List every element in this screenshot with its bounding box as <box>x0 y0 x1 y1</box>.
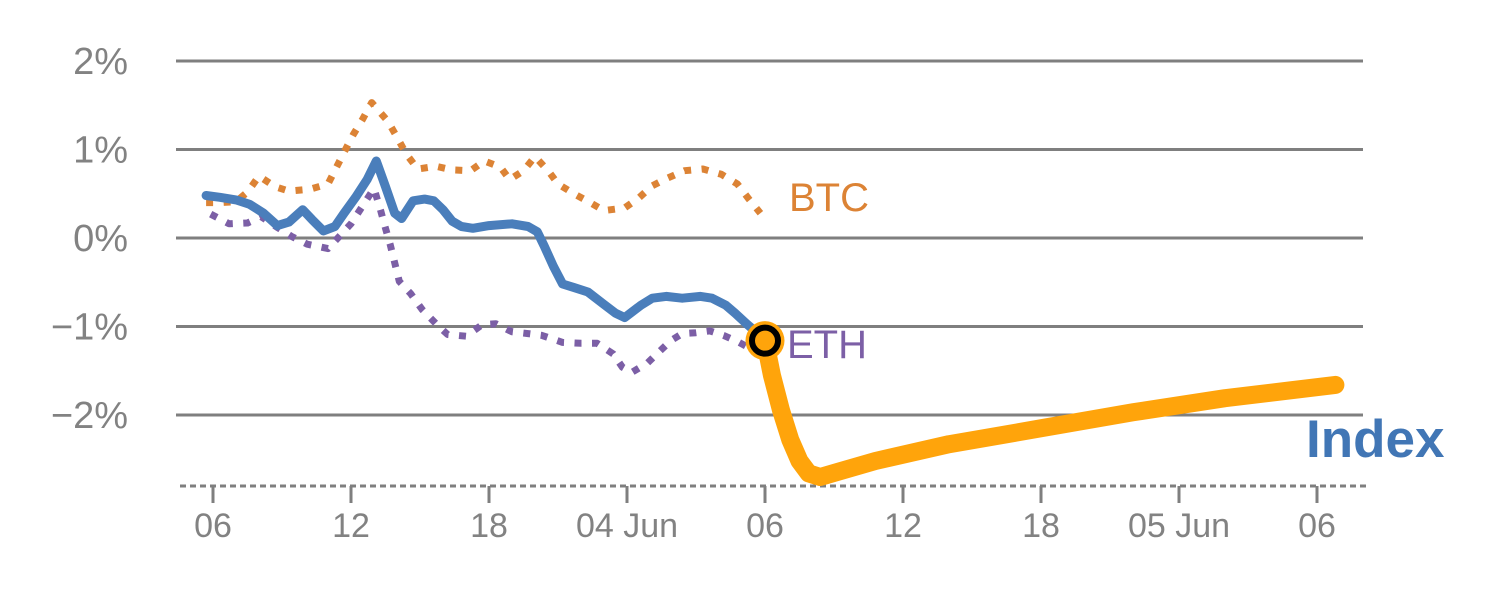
x-tick-label: 06 <box>746 507 784 545</box>
series-lines <box>201 99 1345 486</box>
y-tick-label: 2% <box>73 41 128 83</box>
x-tick-label: 06 <box>1298 507 1336 545</box>
y-tick-label: −1% <box>51 307 128 349</box>
x-axis: 06 12 18 04 Jun 06 12 18 05 Jun 06 <box>180 484 1367 545</box>
y-tick-label: 0% <box>73 218 128 260</box>
btc-series-label: BTC <box>789 176 869 220</box>
index-line <box>201 156 770 346</box>
x-tick-label: 04 Jun <box>576 507 678 545</box>
x-tick-label: 12 <box>332 507 370 545</box>
current-value-marker <box>745 321 785 361</box>
x-tick-label: 05 Jun <box>1128 507 1230 545</box>
btc-line <box>206 99 764 216</box>
gridlines <box>176 59 1363 417</box>
index-continuation-line <box>756 331 1345 486</box>
eth-series-label: ETH <box>787 323 867 367</box>
y-tick-label: 1% <box>73 130 128 172</box>
y-axis-labels: 2% 1% 0% −1% −2% <box>51 41 128 437</box>
y-tick-label: −2% <box>51 395 128 437</box>
x-tick-label: 18 <box>470 507 508 545</box>
x-tick-label: 12 <box>884 507 922 545</box>
x-tick-label: 18 <box>1022 507 1060 545</box>
marker-ring-icon <box>749 324 781 357</box>
index-series-label: Index <box>1306 410 1445 469</box>
x-tick-label: 06 <box>194 507 232 545</box>
